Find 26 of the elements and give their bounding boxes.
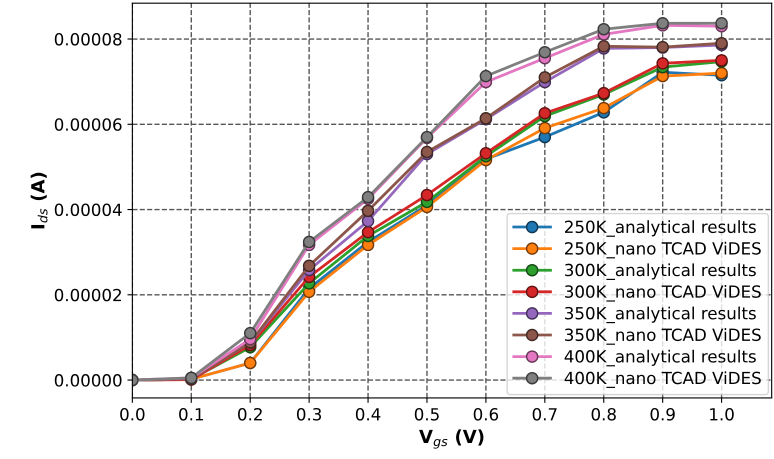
x-tick-label: 0.2	[238, 408, 262, 421]
x-tick-label: 0.6	[474, 408, 498, 421]
x-tick-label: 0.7	[532, 408, 557, 421]
y-axis-title: I$_{ds}$ (A)	[30, 172, 48, 228]
x-tick-label: 0.8	[592, 408, 616, 421]
y-tick-label: 0.00008	[54, 32, 122, 46]
legend-label: 300K_analytical results	[565, 263, 756, 280]
x-axis-title: V$_{gs}$ (V)	[419, 429, 484, 449]
x-tick-label: 0.4	[356, 408, 380, 421]
x-tick-label: 1.0	[710, 408, 734, 421]
legend-label: 350K_analytical results	[565, 306, 756, 324]
y-tick-label: 0.00006	[54, 118, 122, 131]
legend-label: 250K_analytical results	[565, 220, 756, 237]
legend-label: 300K_nano TCAD ViDES	[565, 284, 761, 302]
x-tick-label: 0.1	[179, 408, 203, 421]
y-tick-label: 0.00002	[54, 288, 121, 302]
x-tick-label: 0.9	[650, 408, 675, 421]
legend-label: 250K_nano TCAD ViDES	[565, 242, 761, 258]
y-tick-label: 0.00000	[54, 374, 122, 387]
y-tick-label: 0.00004	[54, 203, 122, 216]
x-tick-label: 0.5	[414, 408, 439, 421]
x-tick-label: 0.0	[120, 408, 144, 421]
x-tick-label: 0.3	[296, 408, 322, 421]
legend-label: 350K_nano TCAD ViDES	[565, 328, 761, 345]
legend-label: 400K_nano TCAD ViDES	[564, 371, 761, 388]
legend-label: 400K_analytical results	[564, 350, 756, 366]
